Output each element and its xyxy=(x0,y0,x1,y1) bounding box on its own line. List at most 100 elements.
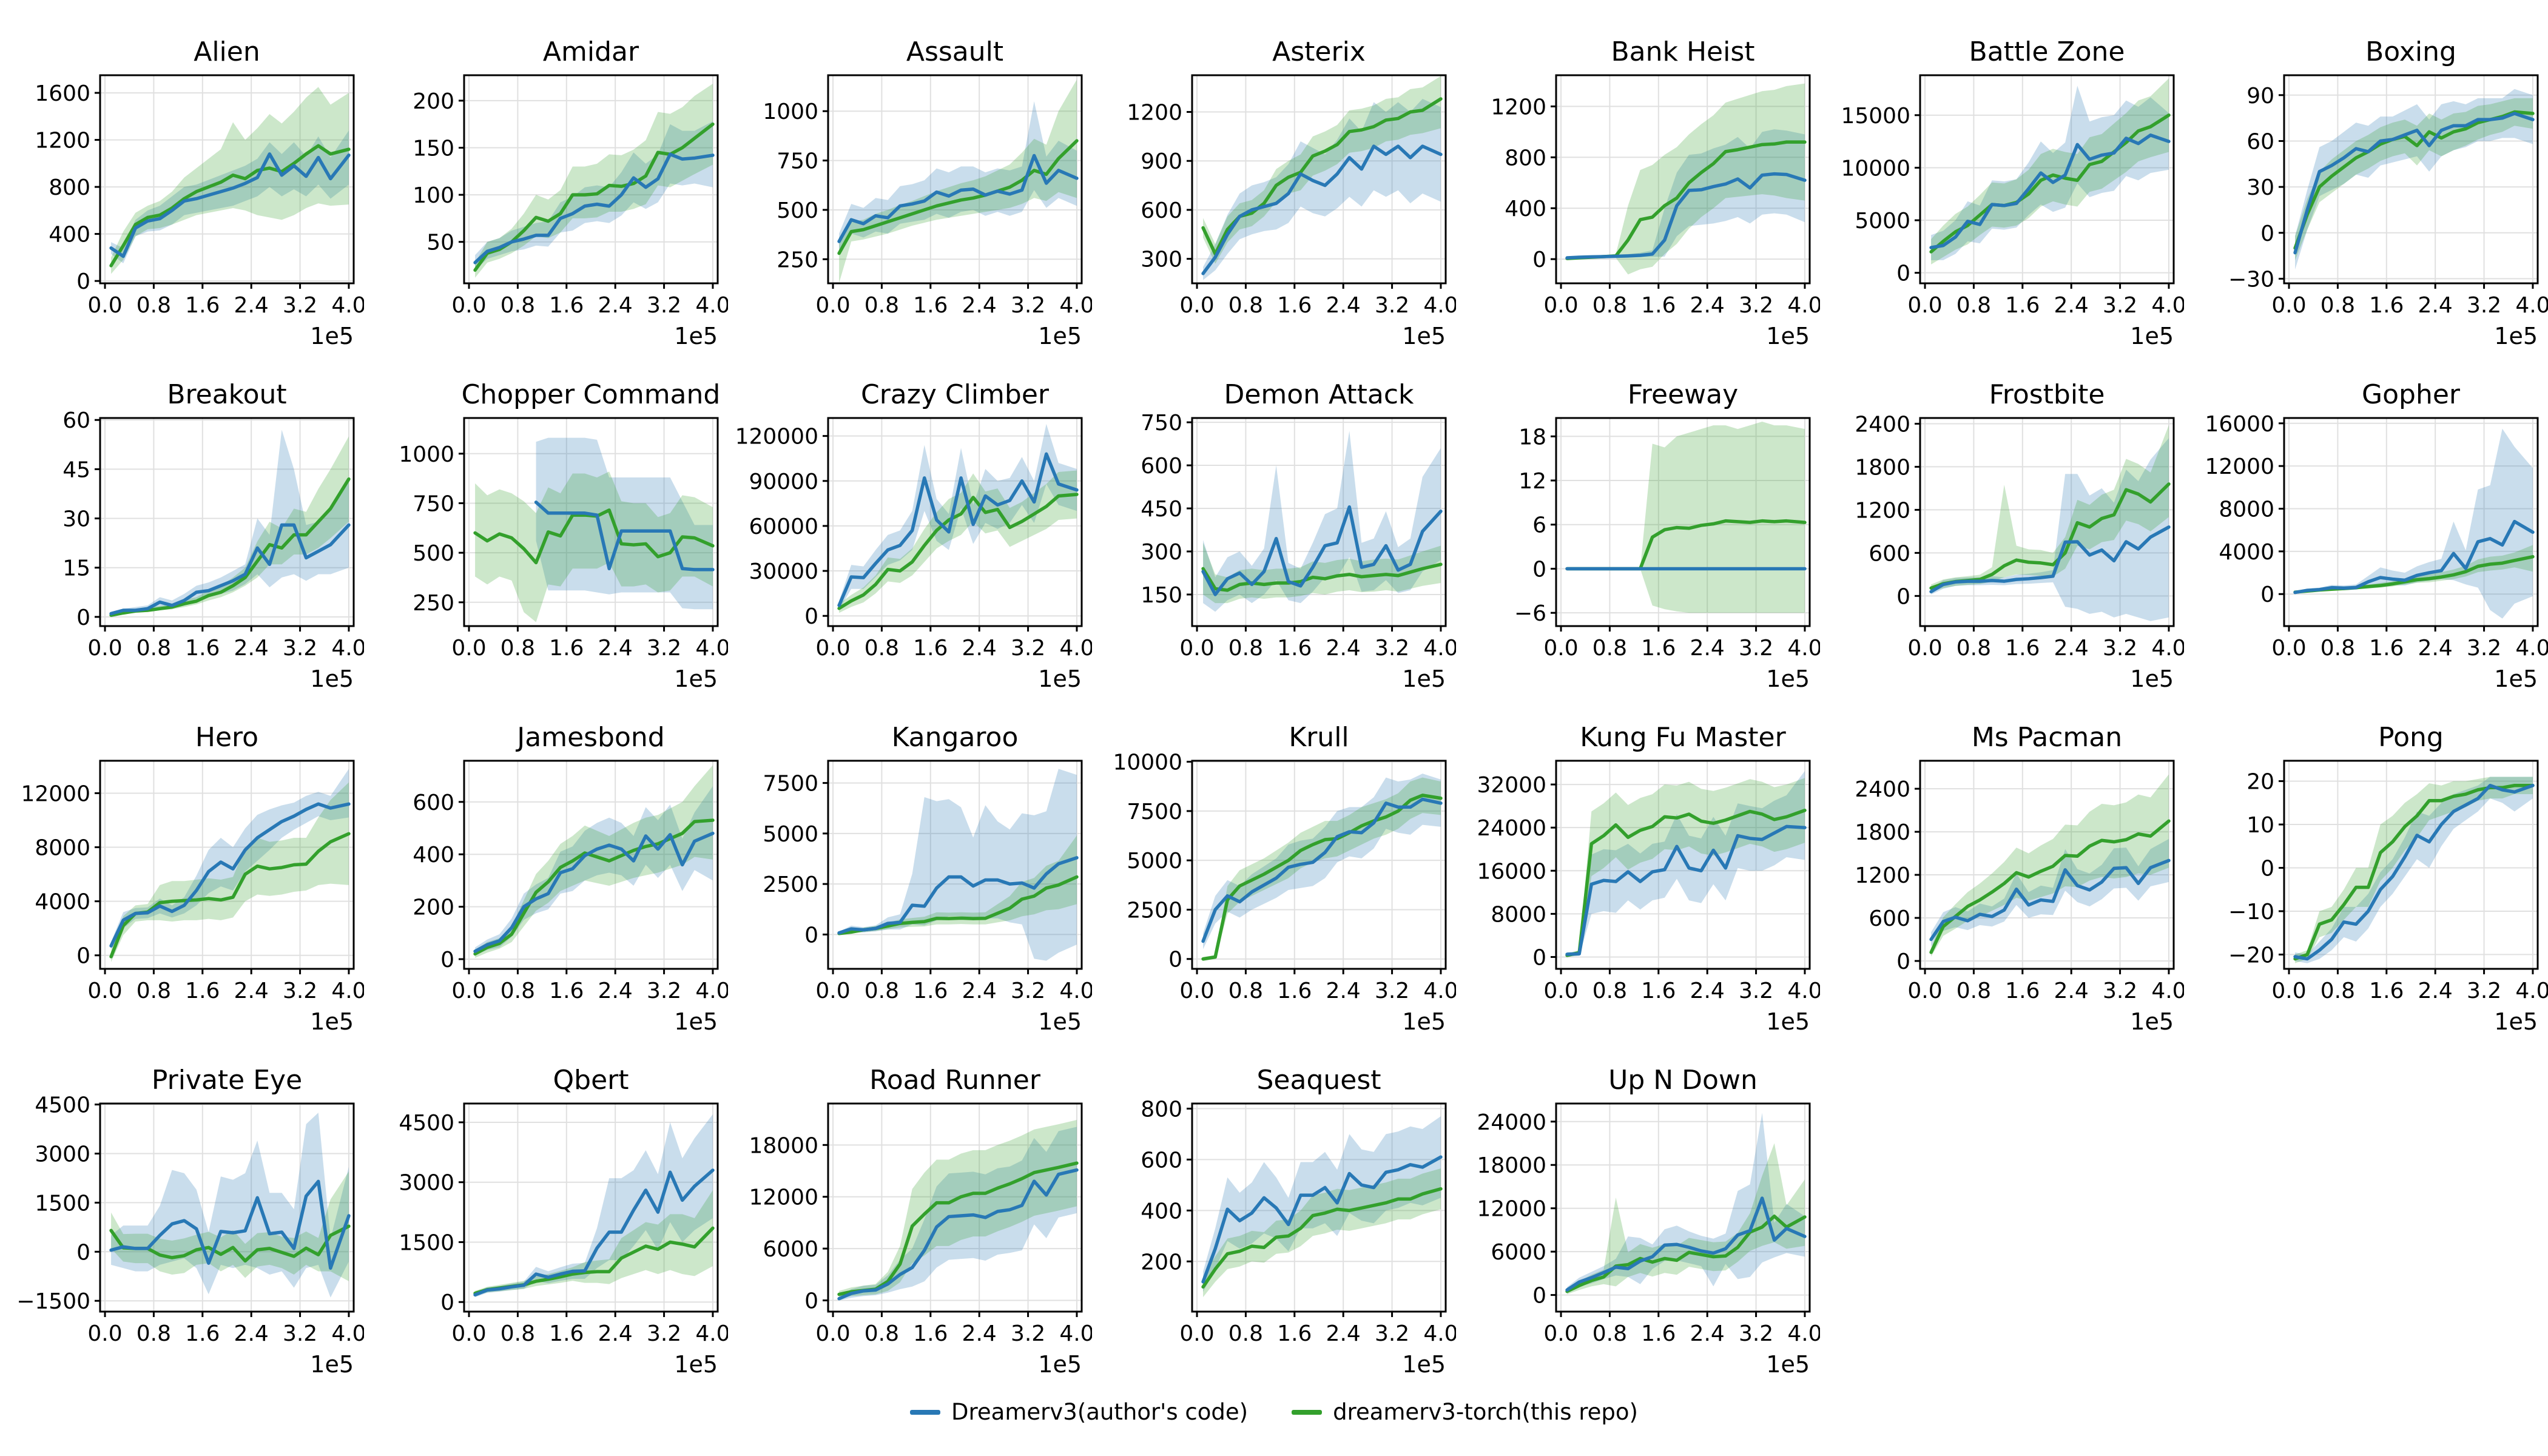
chart-private-eye: 0.0 0.8 1.6 2.4 3.2 4.0 −1500 0 1500 3000 4500 1e5 P… xyxy=(16,1065,366,1378)
band-green xyxy=(475,83,713,278)
y-tick-label: 0 xyxy=(1896,261,1910,286)
line-blue xyxy=(1929,858,2171,942)
line-blue xyxy=(109,523,351,616)
x-tick-label: 3.2 xyxy=(2103,636,2137,661)
x-tick-label: 0.0 xyxy=(2271,636,2306,661)
x-tick-label: 2.4 xyxy=(2054,293,2089,318)
x-tick-label: 0.0 xyxy=(1179,636,1214,661)
x-tick-label: 1.6 xyxy=(913,636,948,661)
x-tick-label: 3.2 xyxy=(2103,979,2137,1003)
x-tick-label: 0.8 xyxy=(864,293,899,318)
x-offset-label: 1e5 xyxy=(1038,1008,1082,1035)
x-tick-label: 0.8 xyxy=(864,979,899,1003)
y-tick-label: 3000 xyxy=(399,1171,454,1196)
x-tick-label: 0.0 xyxy=(815,1321,850,1346)
x-tick-label: 3.2 xyxy=(1739,979,1773,1003)
x-tick-label: 0.8 xyxy=(1592,293,1627,318)
x-tick-label: 3.2 xyxy=(1375,979,1409,1003)
y-tick-label: 6000 xyxy=(763,1237,818,1262)
band-blue xyxy=(111,1113,349,1298)
subplot-gopher: 0.0 0.8 1.6 2.4 3.2 4.0 0 4000 8000 12000 16000 1e5… xyxy=(2184,350,2548,693)
band-green xyxy=(1567,778,1805,957)
band-green xyxy=(475,1190,713,1296)
x-tick-label: 1.6 xyxy=(549,293,584,318)
subplot-title: Crazy Climber xyxy=(861,379,1050,410)
y-tick-label: 90 xyxy=(2246,84,2274,109)
x-tick-label: 4.0 xyxy=(1059,636,1092,661)
x-tick-label: 0.0 xyxy=(1907,979,1942,1003)
x-tick-label: 0.0 xyxy=(1543,1321,1578,1346)
y-tick-label: 60 xyxy=(62,408,90,433)
x-tick-label: 0.8 xyxy=(500,293,535,318)
y-tick-label: 8000 xyxy=(35,836,90,861)
x-tick-label: 0.0 xyxy=(815,979,850,1003)
band-green xyxy=(2295,98,2533,261)
x-tick-label: 3.2 xyxy=(1375,293,1409,318)
y-tick-label: 4500 xyxy=(399,1111,454,1136)
chart-chopper-command: 0.0 0.8 1.6 2.4 3.2 4.0 250 500 750 1000 1e5 Choppe… xyxy=(399,379,730,692)
chart-pong: 0.0 0.8 1.6 2.4 3.2 4.0 −20 −10 0 10 20 1e5 Pong xyxy=(2228,722,2548,1035)
subplot-title: Breakout xyxy=(167,379,286,410)
x-tick-label: 4.0 xyxy=(331,293,364,318)
y-tick-label: 0 xyxy=(76,944,90,969)
y-tick-label: 0 xyxy=(1896,949,1910,974)
y-tick-label: 0 xyxy=(2260,857,2274,881)
line-blue xyxy=(1929,133,2171,249)
x-tick-label: 4.0 xyxy=(2515,979,2548,1003)
band-blue xyxy=(2295,428,2533,619)
x-offset-label: 1e5 xyxy=(310,1008,354,1035)
y-tick-label: 2500 xyxy=(763,872,818,897)
chart-jamesbond: 0.0 0.8 1.6 2.4 3.2 4.0 0 200 400 600 1e5 Jamesbond xyxy=(413,722,730,1035)
y-tick-label: 18000 xyxy=(1477,1153,1546,1178)
subplot-amidar: 0.0 0.8 1.6 2.4 3.2 4.0 50 100 150 200 1e5 Amidar xyxy=(364,7,730,350)
legend-item-torch-repo: dreamerv3-torch(this repo) xyxy=(1292,1399,1638,1425)
y-tick-label: 0 xyxy=(76,1240,90,1265)
y-tick-label: 15 xyxy=(62,556,90,581)
x-tick-label: 0.0 xyxy=(1179,1321,1214,1346)
y-tick-label: 450 xyxy=(1141,497,1182,522)
legend-label-authors-code: Dreamerv3(author's code) xyxy=(951,1399,1249,1425)
legend: Dreamerv3(author's code) dreamerv3-torch… xyxy=(0,1399,2548,1425)
y-tick-label: 20 xyxy=(2246,770,2274,795)
line-green xyxy=(1565,809,1807,957)
y-tick-label: 7500 xyxy=(1127,800,1182,824)
x-tick-label: 0.8 xyxy=(1592,636,1627,661)
x-tick-label: 4.0 xyxy=(695,636,728,661)
y-tick-label: 4500 xyxy=(35,1093,90,1118)
subplot-title: Chopper Command xyxy=(462,379,721,410)
y-tick-label: 0 xyxy=(440,948,454,972)
x-tick-label: 2.4 xyxy=(962,636,997,661)
subplot-assault: 0.0 0.8 1.6 2.4 3.2 4.0 250 500 750 1000 1e5 Assaul… xyxy=(728,7,1094,350)
subplot-title: Ms Pacman xyxy=(1972,722,2122,753)
subplot-title: Freeway xyxy=(1628,379,1738,410)
y-tick-label: 1800 xyxy=(1855,820,1910,845)
x-tick-label: 0.0 xyxy=(1179,979,1214,1003)
x-tick-label: 4.0 xyxy=(2151,293,2184,318)
subplot-title: Krull xyxy=(1289,722,1349,753)
x-tick-label: 4.0 xyxy=(331,979,364,1003)
x-offset-label: 1e5 xyxy=(674,323,718,349)
x-offset-label: 1e5 xyxy=(1402,323,1446,349)
y-tick-label: 16000 xyxy=(1477,859,1546,884)
x-tick-label: 3.2 xyxy=(647,293,681,318)
subplot-title: Jamesbond xyxy=(515,722,664,753)
x-tick-label: 2.4 xyxy=(1326,1321,1361,1346)
y-tick-label: 12 xyxy=(1518,469,1546,494)
y-tick-label: 400 xyxy=(49,223,90,248)
y-tick-label: 2400 xyxy=(1855,412,1910,437)
subplot-seaquest: 0.0 0.8 1.6 2.4 3.2 4.0 200 400 600 800 1e5 Seaques… xyxy=(1092,1036,1458,1378)
x-tick-label: 3.2 xyxy=(1011,636,1045,661)
x-tick-label: 1.6 xyxy=(1277,1321,1312,1346)
x-tick-label: 4.0 xyxy=(331,636,364,661)
subplot-title: Boxing xyxy=(2365,36,2456,67)
line-green xyxy=(1201,794,1443,961)
y-tick-label: 3000 xyxy=(35,1142,90,1167)
x-tick-label: 3.2 xyxy=(283,979,317,1003)
y-tick-label: 0 xyxy=(76,269,90,294)
y-tick-label: 800 xyxy=(49,175,90,200)
line-green xyxy=(837,493,1079,610)
y-tick-label: −20 xyxy=(2228,943,2274,968)
subplot-alien: 0.0 0.8 1.6 2.4 3.2 4.0 0 400 800 1200 1600 1e5 Alie… xyxy=(0,7,366,350)
line-green xyxy=(109,144,351,268)
chart-alien: 0.0 0.8 1.6 2.4 3.2 4.0 0 400 800 1200 1600 1e5 Alie… xyxy=(35,36,366,349)
